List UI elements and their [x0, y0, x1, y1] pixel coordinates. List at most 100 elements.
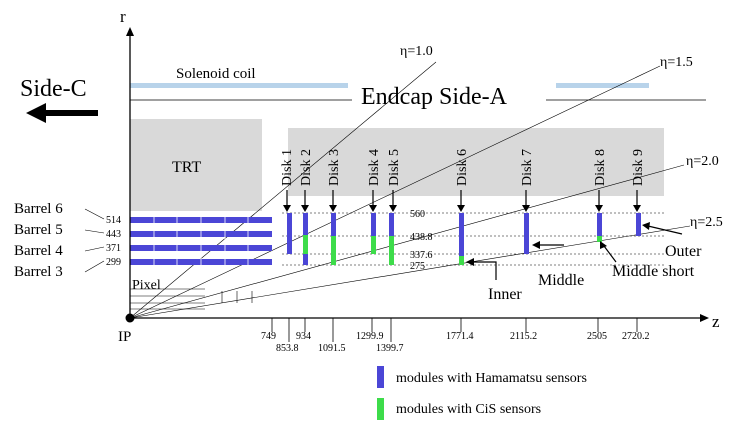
disk-label: Disk 1 — [280, 149, 295, 186]
r-axis-arrowhead — [126, 27, 134, 36]
ring-arrows — [472, 225, 683, 280]
barrel-label: Barrel 6 — [14, 201, 63, 217]
disk-label: Disk 3 — [327, 149, 342, 186]
legend: modules with Hamamatsu sensors modules w… — [377, 366, 587, 420]
ring-labels: Inner Middle Middle short Outer — [488, 243, 702, 303]
radius-mark: 438.8 — [410, 232, 433, 243]
disk-label: Disk 6 — [455, 149, 470, 186]
radius-mark: 275 — [410, 261, 425, 272]
eta-label: η=2.5 — [690, 215, 723, 230]
disk-1-modules — [287, 213, 292, 254]
z-tick-label: 1771.4 — [446, 331, 474, 342]
endcap-label: Endcap Side-A — [361, 84, 508, 110]
disk-6-modules — [459, 213, 464, 256]
barrel-label: Barrel 4 — [14, 243, 63, 259]
disks — [287, 213, 641, 265]
z-axis-arrowhead — [700, 314, 709, 322]
barrel-labels: Barrel 6 Barrel 5 Barrel 4 Barrel 3 — [14, 201, 63, 280]
barrel-label: Barrel 3 — [14, 264, 63, 280]
pixel-label: Pixel — [132, 278, 161, 293]
eta-line-2 — [129, 65, 661, 319]
z-tick-label: 1091.5 — [318, 343, 346, 354]
side-c-arrow-shaft — [42, 110, 98, 116]
z-tick-label: 1299.9 — [356, 331, 384, 342]
eta-line-3 — [129, 164, 685, 319]
disk-label: Disk 9 — [631, 149, 646, 186]
barrel-radius-labels: 514 443 371 299 — [106, 215, 121, 268]
disk-label: Disk 4 — [367, 149, 382, 186]
radius-mark: 560 — [410, 209, 425, 220]
eta-line-4 — [129, 225, 691, 319]
trt-region — [130, 119, 262, 211]
z-tick-label: 749 — [261, 331, 276, 342]
radius-mark: 337.6 — [410, 250, 433, 261]
middle-label: Middle — [538, 272, 584, 289]
disk-label: Disk 5 — [387, 149, 402, 186]
inner-label: Inner — [488, 286, 522, 303]
middle-short-label: Middle short — [612, 263, 695, 280]
disk-arrowheads — [283, 205, 641, 212]
solenoid-bar-right — [556, 83, 649, 88]
trt-label: TRT — [172, 159, 201, 176]
r-axis-label: r — [120, 7, 126, 26]
disk-9-modules — [636, 213, 641, 236]
side-c-label: Side-C — [20, 76, 87, 102]
disk-2-cis — [303, 235, 308, 265]
barrel-layers — [130, 217, 272, 265]
disk-4-modules — [371, 213, 376, 236]
disk-labels: Disk 1 Disk 2 Disk 3 Disk 4 Disk 5 Disk … — [280, 149, 646, 186]
disk-3-modules — [331, 213, 336, 236]
legend-cis-swatch — [377, 398, 384, 420]
z-tick-label: 1399.7 — [376, 343, 404, 354]
ring-arrowheads — [466, 222, 650, 266]
disk-label: Disk 2 — [299, 149, 314, 186]
z-tick-labels: 749 853.8 934 1091.5 1299.9 1399.7 1771.… — [261, 331, 650, 354]
solenoid-label: Solenoid coil — [176, 66, 256, 82]
disk-8-modules — [597, 213, 602, 236]
z-ticks — [271, 318, 638, 342]
eta-label: η=2.0 — [686, 154, 719, 169]
radius-mark-labels: 560 438.8 337.6 275 — [410, 209, 433, 272]
z-tick-label: 934 — [296, 331, 311, 342]
z-tick-label: 853.8 — [276, 343, 299, 354]
disk-3-cis — [331, 236, 336, 265]
disk-8-cis — [597, 236, 602, 242]
z-tick-label: 2720.2 — [622, 331, 650, 342]
disk-arrows — [286, 190, 638, 207]
axes — [129, 32, 706, 319]
pixel-region — [130, 288, 253, 310]
eta-label: η=1.5 — [660, 55, 693, 70]
disk-2-modules — [303, 213, 308, 235]
disk-4-cis — [371, 236, 376, 254]
barrel-label: Barrel 5 — [14, 222, 63, 238]
legend-cis-label: modules with CiS sensors — [396, 402, 541, 417]
radius-guides — [282, 212, 664, 266]
eta-label: η=1.0 — [400, 44, 433, 59]
disk-label: Disk 7 — [520, 149, 535, 186]
eta-lines — [129, 61, 691, 319]
disk-6-cis — [459, 256, 464, 265]
disk-5-cis — [389, 236, 394, 265]
eta-labels: η=1.0 η=1.5 η=2.0 η=2.5 — [400, 44, 723, 230]
outer-label: Outer — [665, 243, 702, 260]
side-c-arrow-head — [26, 103, 46, 123]
legend-hamamatsu-label: modules with Hamamatsu sensors — [396, 371, 587, 386]
disk-label: Disk 8 — [593, 149, 608, 186]
disk-7-modules — [524, 213, 529, 254]
disk-2-lower — [303, 254, 308, 265]
z-axis-label: z — [712, 312, 720, 331]
eta-line-1 — [129, 61, 437, 319]
endcap-region — [288, 128, 664, 196]
z-tick-label: 2505 — [587, 331, 607, 342]
barrel-leader-lines — [84, 208, 105, 273]
barrel-radius: 371 — [106, 243, 121, 254]
barrel-radius: 299 — [106, 257, 121, 268]
barrel-radius: 443 — [106, 229, 121, 240]
barrel-radius: 514 — [106, 215, 121, 226]
disk-5-modules — [389, 213, 394, 236]
solenoid-bar-left — [130, 83, 348, 88]
ip-label: IP — [118, 329, 131, 345]
z-tick-label: 2115.2 — [510, 331, 537, 342]
legend-hamamatsu-swatch — [377, 366, 384, 388]
